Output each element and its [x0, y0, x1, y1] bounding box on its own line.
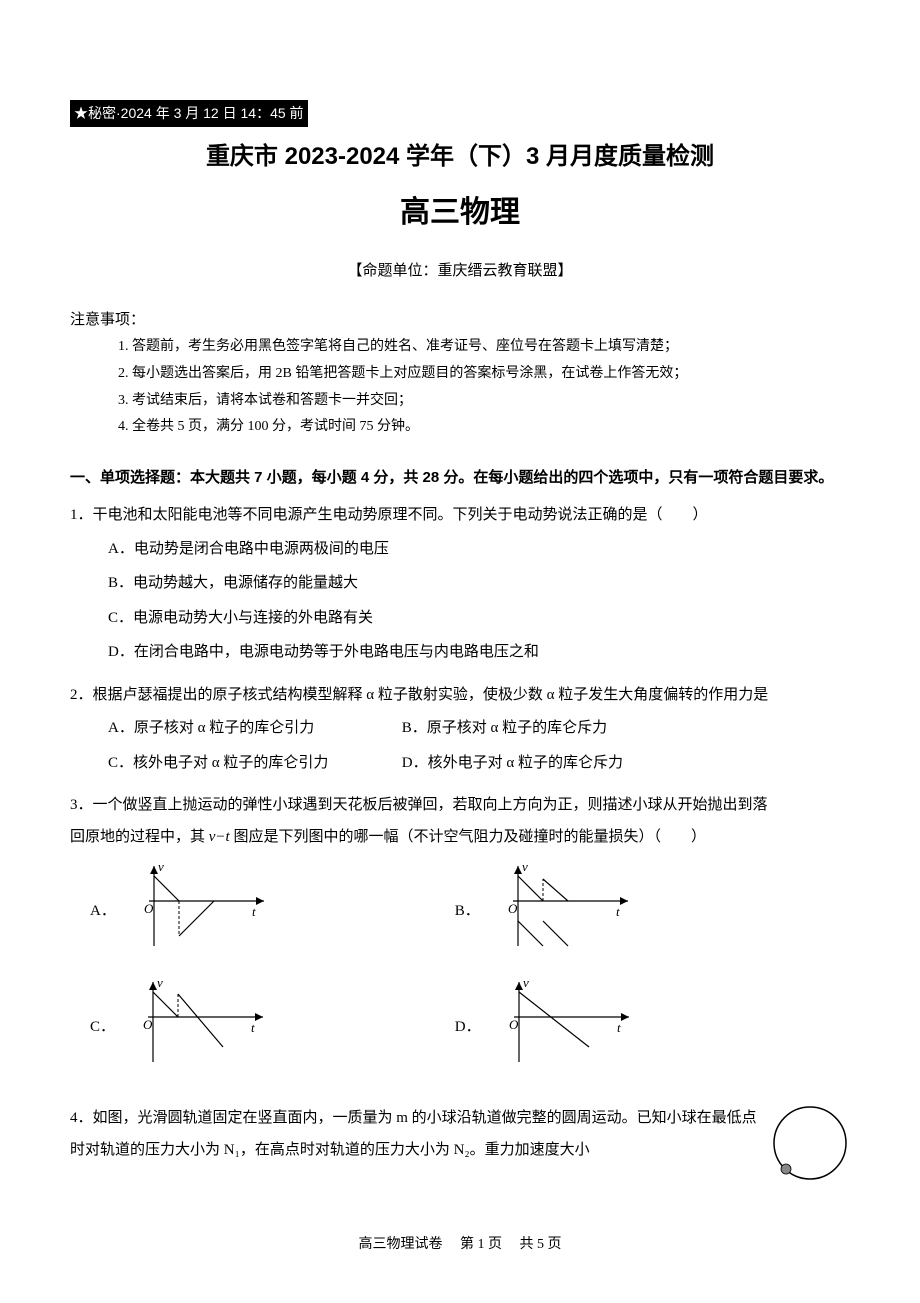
graph-option-b: B． O v t	[455, 861, 820, 961]
option: A．电动势是闭合电路中电源两极间的电压	[108, 532, 850, 567]
axis-origin-label: O	[509, 1017, 519, 1032]
footer-right: 共 5 页	[520, 1237, 562, 1252]
question-text: 2．根据卢瑟福提出的原子核式结构模型解释 α 粒子散射实验，使极少数 α 粒子发…	[70, 680, 850, 712]
page-footer: 高三物理试卷 第 1 页 共 5 页	[70, 1232, 850, 1257]
question-text: 4．如图，光滑圆轨道固定在竖直面内，一质量为 m 的小球沿轨道做完整的圆周运动。…	[70, 1103, 762, 1166]
option-label: D．	[455, 1012, 481, 1044]
question-3: 3．一个做竖直上抛运动的弹性小球遇到天花板后被弹回，若取向上方向为正，则描述小球…	[70, 790, 850, 1093]
notice-item: 4. 全卷共 5 页，满分 100 分，考试时间 75 分钟。	[118, 414, 850, 441]
question-2: 2．根据卢瑟福提出的原子核式结构模型解释 α 粒子散射实验，使极少数 α 粒子发…	[70, 680, 850, 781]
axis-origin-label: O	[143, 1017, 153, 1032]
notice-list: 1. 答题前，考生务必用黑色签字笔将自己的姓名、准考证号、座位号在答题卡上填写清…	[70, 334, 850, 440]
vt-graph-c: O v t	[123, 977, 273, 1077]
footer-left: 高三物理试卷	[359, 1237, 443, 1252]
option: B．电动势越大，电源储存的能量越大	[108, 566, 850, 601]
notice-header: 注意事项：	[70, 307, 850, 334]
option: C．核外电子对 α 粒子的库仑引力	[108, 746, 398, 781]
question-text: 1．干电池和太阳能电池等不同电源产生电动势原理不同。下列关于电动势说法正确的是（…	[70, 500, 850, 532]
question-text-line2: 回原地的过程中，其 v−t 图应是下列图中的哪一幅（不计空气阻力及碰撞时的能量损…	[70, 822, 850, 854]
axis-origin-label: O	[508, 901, 518, 916]
option: D．核外电子对 α 粒子的库仑斥力	[402, 746, 692, 781]
axis-v-label: v	[522, 861, 528, 874]
graph-option-a: A． O v t	[90, 861, 455, 961]
notice-item: 1. 答题前，考生务必用黑色签字笔将自己的姓名、准考证号、座位号在答题卡上填写清…	[118, 334, 850, 361]
option: A．原子核对 α 粒子的库仑引力	[108, 711, 398, 746]
axis-t-label: t	[616, 904, 620, 919]
axis-v-label: v	[158, 861, 164, 874]
vt-graph-b: O v t	[488, 861, 638, 961]
option: B．原子核对 α 粒子的库仑斥力	[402, 711, 692, 746]
section-title: 一、单项选择题：本大题共 7 小题，每小题 4 分，共 28 分。在每小题给出的…	[70, 465, 850, 491]
option: C．电源电动势大小与连接的外电路有关	[108, 601, 850, 636]
question-1: 1．干电池和太阳能电池等不同电源产生电动势原理不同。下列关于电动势说法正确的是（…	[70, 500, 850, 670]
axis-t-label: t	[251, 1020, 255, 1035]
notice-item: 3. 考试结束后，请将本试卷和答题卡一并交回；	[118, 388, 850, 415]
question-4: 4．如图，光滑圆轨道固定在竖直面内，一质量为 m 的小球沿轨道做完整的圆周运动。…	[70, 1103, 850, 1192]
title-main: 重庆市 2023-2024 学年（下）3 月月度质量检测	[70, 135, 850, 178]
axis-v-label: v	[157, 977, 163, 990]
option-label: A．	[90, 896, 116, 928]
circle-track-figure	[770, 1103, 850, 1192]
title-sub: 高三物理	[70, 186, 850, 240]
option-label: C．	[90, 1012, 115, 1044]
author-line: 【命题单位：重庆缙云教育联盟】	[70, 258, 850, 285]
footer-center: 第 1 页	[460, 1237, 502, 1252]
axis-v-label: v	[523, 977, 529, 990]
vt-graph-a: O v t	[124, 861, 274, 961]
secret-badge: ★秘密·2024 年 3 月 12 日 14：45 前	[70, 100, 308, 127]
graph-options: A． O v t B． O v	[70, 861, 850, 1093]
axis-origin-label: O	[144, 901, 154, 916]
axis-t-label: t	[252, 904, 256, 919]
graph-option-d: D． O v t	[455, 977, 820, 1077]
notice-item: 2. 每小题选出答案后，用 2B 铅笔把答题卡上对应题目的答案标号涂黑，在试卷上…	[118, 361, 850, 388]
option-label: B．	[455, 896, 480, 928]
vt-graph-d: O v t	[489, 977, 639, 1077]
question-text: 3．一个做竖直上抛运动的弹性小球遇到天花板后被弹回，若取向上方向为正，则描述小球…	[70, 790, 850, 822]
axis-t-label: t	[617, 1020, 621, 1035]
option: D．在闭合电路中，电源电动势等于外电路电压与内电路电压之和	[108, 635, 850, 670]
graph-option-c: C． O v t	[90, 977, 455, 1077]
